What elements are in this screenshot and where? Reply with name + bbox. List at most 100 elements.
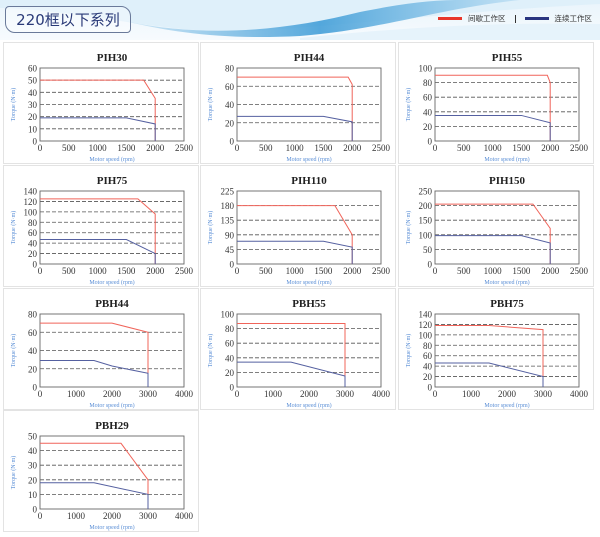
y-tick-label: 120 <box>24 197 38 207</box>
x-axis-label: Motor speed (rpm) <box>89 279 134 286</box>
continuous-curve <box>435 114 551 141</box>
y-tick-label: 80 <box>225 64 235 74</box>
chart-panel-pbh29: PBH29 0 10 20 30 40 50 0 1000 2000 3000 4000 Motor s… <box>3 410 199 532</box>
y-tick-label: 200 <box>419 201 433 211</box>
x-tick-label: 3000 <box>139 389 158 399</box>
y-tick-label: 0 <box>428 383 433 393</box>
plot-frame <box>39 313 185 388</box>
chart-title: PIH150 <box>489 175 526 187</box>
y-axis-label: Torque (N·m) <box>405 211 412 244</box>
y-tick-label: 60 <box>28 328 38 338</box>
y-tick-label: 30 <box>28 461 38 471</box>
x-tick-label: 1000 <box>484 266 503 276</box>
x-tick-label: 1000 <box>484 143 503 153</box>
y-tick-label: 140 <box>419 310 433 320</box>
y-tick-label: 20 <box>28 364 38 374</box>
plot-frame <box>236 190 382 265</box>
x-tick-label: 2500 <box>570 143 589 153</box>
intermittent-curve <box>40 442 149 509</box>
y-tick-label: 60 <box>225 339 235 349</box>
x-tick-label: 2500 <box>175 266 194 276</box>
y-tick-label: 60 <box>225 82 235 92</box>
x-tick-label: 500 <box>457 143 471 153</box>
plot-frame <box>434 313 580 388</box>
x-tick-label: 1500 <box>117 266 136 276</box>
y-axis-label: Torque (N·m) <box>405 334 412 367</box>
x-tick-label: 3000 <box>336 389 355 399</box>
legend-continuous-swatch <box>524 17 549 20</box>
y-tick-label: 20 <box>28 112 38 122</box>
y-axis-label: Torque (N·m) <box>405 88 412 121</box>
continuous-curve <box>435 235 551 264</box>
intermittent-curve <box>40 198 156 264</box>
x-tick-label: 2000 <box>146 143 165 153</box>
x-tick-label: 2000 <box>541 266 560 276</box>
x-axis-label: Motor speed (rpm) <box>89 402 134 409</box>
intermittent-curve <box>435 203 551 264</box>
y-tick-label: 0 <box>230 260 235 270</box>
chart-title: PIH44 <box>294 52 325 64</box>
plot-frame <box>434 67 580 142</box>
y-tick-label: 50 <box>28 432 38 442</box>
y-tick-label: 20 <box>225 368 235 378</box>
continuous-curve <box>237 240 353 264</box>
x-tick-label: 2000 <box>103 389 122 399</box>
intermittent-curve <box>435 324 544 387</box>
chart-panel-pih55: PIH55 0 20 40 60 80 100 0 500 1000 1500 2000 2500 Mot… <box>398 42 594 164</box>
legend-intermittent-swatch <box>438 17 462 20</box>
y-tick-label: 40 <box>423 362 433 372</box>
chart-svg: PBH29 0 10 20 30 40 50 0 1000 2000 3000 4000 Motor s… <box>10 420 194 531</box>
y-tick-label: 120 <box>419 320 433 330</box>
continuous-curve <box>40 482 149 509</box>
y-tick-label: 10 <box>28 124 38 134</box>
y-tick-label: 100 <box>221 310 235 320</box>
x-tick-label: 1000 <box>286 266 305 276</box>
y-tick-label: 250 <box>419 187 433 197</box>
y-tick-label: 20 <box>423 372 433 382</box>
intermittent-curve <box>237 322 346 387</box>
x-tick-label: 1500 <box>117 143 136 153</box>
x-tick-label: 0 <box>38 389 43 399</box>
y-axis-label: Torque (N·m) <box>207 88 214 121</box>
intermittent-curve <box>237 76 353 141</box>
plot-frame <box>39 67 185 142</box>
x-tick-label: 1000 <box>67 389 86 399</box>
y-tick-label: 60 <box>28 228 38 238</box>
y-tick-label: 60 <box>423 93 433 103</box>
plot-frame <box>39 190 185 265</box>
x-tick-label: 2000 <box>146 266 165 276</box>
y-tick-label: 0 <box>428 260 433 270</box>
y-axis-label: Torque (N·m) <box>10 456 17 489</box>
x-tick-label: 0 <box>433 143 438 153</box>
chart-panel-pbh44: PBH44 0 20 40 60 80 0 1000 2000 3000 4000 Motor spe… <box>3 288 199 410</box>
continuous-curve <box>237 361 346 387</box>
y-tick-label: 0 <box>33 505 38 515</box>
x-tick-label: 2500 <box>570 266 589 276</box>
x-tick-label: 0 <box>38 266 43 276</box>
x-tick-label: 1500 <box>512 266 531 276</box>
x-axis-label: Motor speed (rpm) <box>286 402 331 409</box>
plot-frame <box>434 190 580 265</box>
x-tick-label: 500 <box>62 266 76 276</box>
y-axis-label: Torque (N·m) <box>10 334 17 367</box>
x-tick-label: 0 <box>433 389 438 399</box>
y-tick-label: 40 <box>28 88 38 98</box>
x-tick-label: 0 <box>38 143 43 153</box>
x-tick-label: 4000 <box>372 389 391 399</box>
y-tick-label: 30 <box>28 100 38 110</box>
chart-title: PIH55 <box>492 52 523 64</box>
y-tick-label: 40 <box>28 346 38 356</box>
chart-panel-pih30: PIH30 0 10 20 30 40 50 60 0 500 1000 1500 2000 2500 Mo… <box>3 42 199 164</box>
chart-panel-pih44: PIH44 0 20 40 60 80 0 500 1000 1500 2000 2500 Motor … <box>200 42 396 164</box>
chart-title: PIH30 <box>97 52 128 64</box>
chart-svg: PIH44 0 20 40 60 80 0 500 1000 1500 2000 2500 Motor … <box>207 52 391 163</box>
y-tick-label: 60 <box>423 351 433 361</box>
chart-panel-pih110: PIH110 0 45 90 135 180 225 0 500 1000 1500 2000 2500… <box>200 165 396 287</box>
y-tick-label: 60 <box>28 64 38 74</box>
x-axis-label: Motor speed (rpm) <box>484 279 529 286</box>
x-axis-label: Motor speed (rpm) <box>286 279 331 286</box>
